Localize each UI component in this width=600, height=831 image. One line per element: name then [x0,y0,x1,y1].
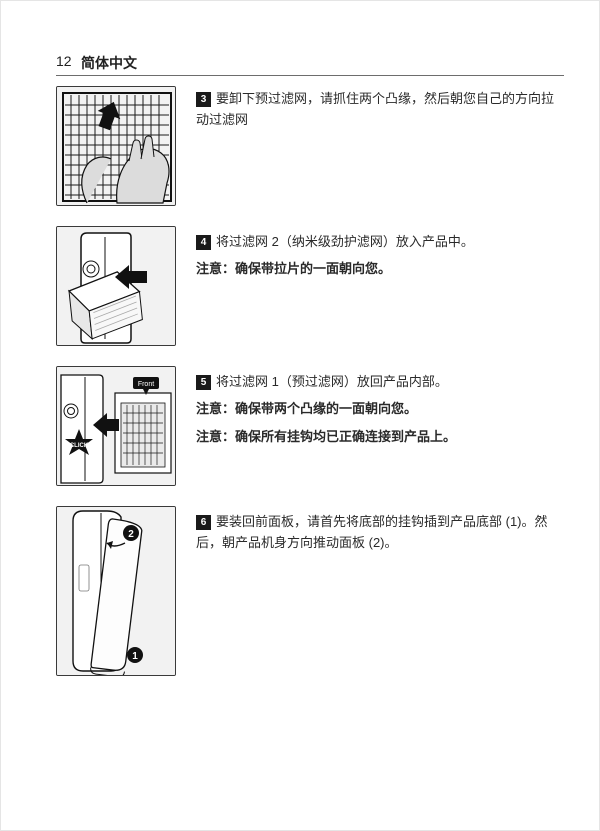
section-title: 简体中文 [81,53,137,73]
svg-text:1: 1 [132,651,138,662]
page-number: 12 [56,53,72,69]
step3-illustration [56,86,176,206]
step5-number: 5 [196,375,211,390]
front-label: Front [138,381,154,388]
step3-line: 要卸下预过滤网，请抓住两个凸缘，然后朝您自己的方向拉动过滤网 [196,91,554,127]
step4-illustration [56,226,176,346]
step5-note1: 注意：确保带两个凸缘的一面朝向您。 [196,398,559,419]
step3-text: 3要卸下预过滤网，请抓住两个凸缘，然后朝您自己的方向拉动过滤网 [196,88,559,137]
step5-line: 将过滤网 1（预过滤网）放回产品内部。 [216,374,448,389]
step6-text: 6要装回前面板，请首先将底部的挂钩插到产品底部 (1)。然后，朝产品机身方向推动… [196,511,559,560]
step5-illustration: CLICK Front [56,366,176,486]
header-rule [56,75,564,76]
step5-note2: 注意：确保所有挂钩均已正确连接到产品上。 [196,426,559,447]
svg-text:2: 2 [128,529,134,540]
step4-note1: 注意：确保带拉片的一面朝向您。 [196,258,559,279]
step5-text: 5 将过滤网 1（预过滤网）放回产品内部。 注意：确保带两个凸缘的一面朝向您。 注… [196,371,559,453]
step4-text: 4 将过滤网 2（纳米级劲护滤网）放入产品中。 注意：确保带拉片的一面朝向您。 [196,231,559,286]
step6-line: 要装回前面板，请首先将底部的挂钩插到产品底部 (1)。然后，朝产品机身方向推动面… [196,514,548,550]
click-label: CLICK [70,443,89,449]
manual-page: 12 简体中文 [0,0,600,831]
step6-number: 6 [196,515,211,530]
step4-line: 将过滤网 2（纳米级劲护滤网）放入产品中。 [216,234,474,249]
step6-illustration: 1 2 [56,506,176,676]
step3-number: 3 [196,92,211,107]
step4-number: 4 [196,235,211,250]
